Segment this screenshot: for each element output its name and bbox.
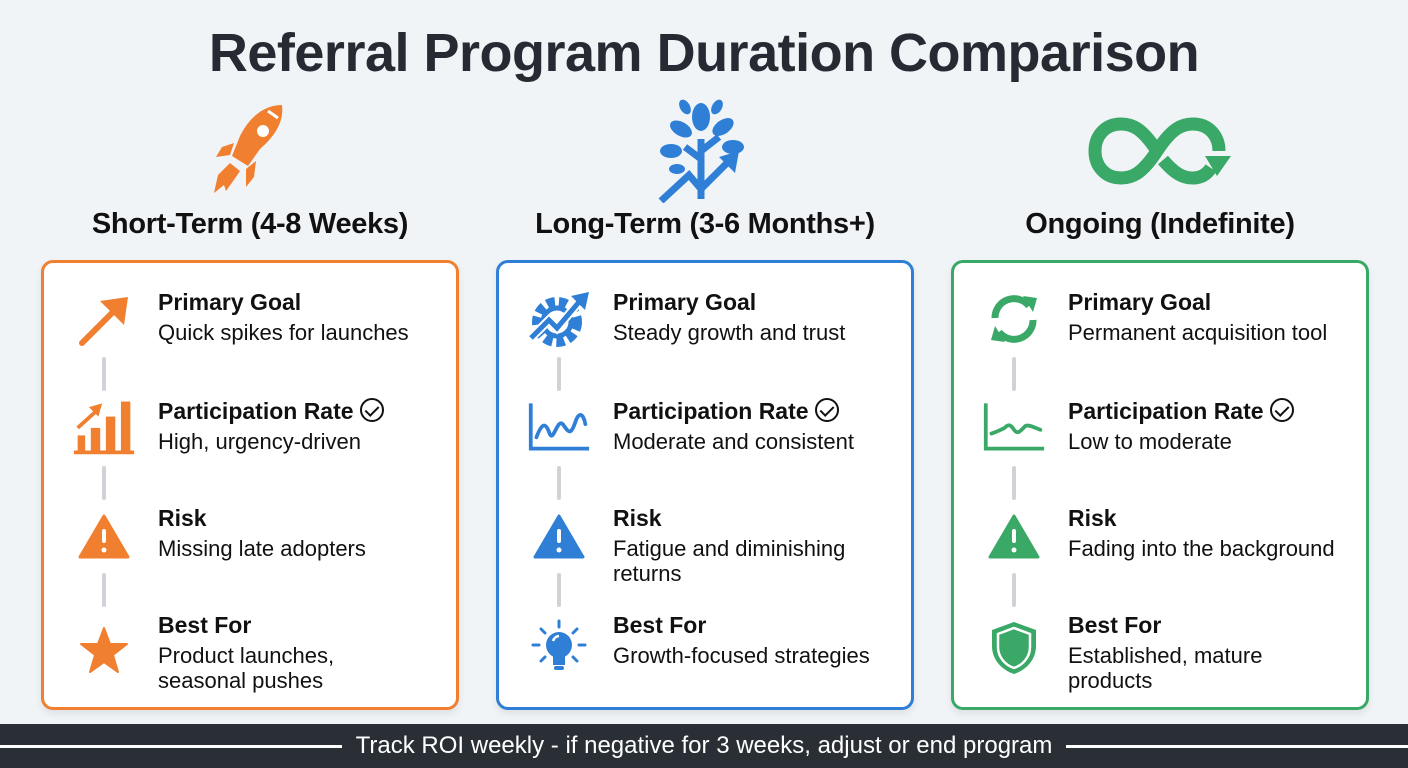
card-ongoing: Primary Goal Permanent acquisition tool … [951, 260, 1369, 710]
wave-chart-icon [527, 394, 591, 458]
check-circle-icon [359, 398, 384, 422]
card-long-term: Primary Goal Steady growth and trust Par… [496, 260, 914, 710]
tree-growth-icon [650, 96, 760, 206]
row-label: Best For [158, 612, 252, 638]
footer-line-right [1066, 744, 1408, 748]
warning-icon [982, 505, 1046, 569]
bar-chart-rising-icon [72, 394, 136, 458]
warning-icon [72, 505, 136, 569]
row-value: Fatigue and diminishing returns [613, 536, 846, 586]
check-circle-icon [814, 398, 839, 422]
page-title: Referral Program Duration Comparison [208, 23, 1200, 83]
row-label: Participation Rate [158, 398, 384, 425]
row-label: Primary Goal [613, 289, 757, 315]
row-value: Moderate and consistent [613, 429, 854, 454]
column-heading: Ongoing (Indefinite) [1025, 208, 1295, 240]
row-value: High, urgency-driven [158, 429, 361, 454]
check-circle-icon [1269, 398, 1294, 422]
rocket-icon [195, 96, 305, 206]
connector [102, 357, 106, 391]
row-value: Low to moderate [1068, 429, 1232, 454]
connector [102, 466, 106, 500]
connector [1012, 466, 1016, 500]
row-label: Risk [158, 505, 207, 531]
row-value: Product launches, seasonal pushes [158, 643, 335, 693]
star-icon [72, 618, 136, 682]
flat-line-chart-icon [982, 394, 1046, 458]
connector [102, 573, 106, 607]
row-label: Primary Goal [158, 289, 302, 315]
row-value: Fading into the background [1068, 536, 1335, 561]
row-value: Missing late adopters [158, 536, 366, 561]
footer-banner: Track ROI weekly - if negative for 3 wee… [0, 724, 1408, 768]
warning-icon [527, 505, 591, 569]
row-label: Best For [1068, 612, 1162, 638]
row-value: Permanent acquisition tool [1068, 320, 1328, 345]
row-label: Participation Rate [613, 398, 839, 425]
row-value: Established, mature products [1068, 643, 1263, 693]
connector [1012, 357, 1016, 391]
card-short-term: Primary Goal Quick spikes for launches P… [41, 260, 459, 710]
footer-text: Track ROI weekly - if negative for 3 wee… [355, 732, 1053, 759]
row-value: Quick spikes for launches [158, 320, 409, 345]
infinity-icon [1085, 96, 1235, 206]
shield-icon [982, 616, 1046, 680]
row-value: Steady growth and trust [613, 320, 846, 345]
row-label: Primary Goal [1068, 289, 1212, 315]
column-heading: Long-Term (3-6 Months+) [535, 208, 875, 240]
row-label: Best For [613, 612, 707, 638]
row-label: Participation Rate [1068, 398, 1294, 425]
row-label: Risk [613, 505, 662, 531]
lightbulb-icon [527, 616, 591, 680]
connector [1012, 573, 1016, 607]
connector [557, 466, 561, 500]
footer-line-left [0, 744, 342, 748]
gear-trend-icon [527, 287, 591, 351]
refresh-icon [982, 287, 1046, 351]
row-value: Growth-focused strategies [613, 643, 870, 668]
row-label: Risk [1068, 505, 1117, 531]
connector [557, 573, 561, 607]
arrow-up-right-icon [72, 289, 136, 353]
column-heading: Short-Term (4-8 Weeks) [91, 208, 409, 240]
connector [557, 357, 561, 391]
